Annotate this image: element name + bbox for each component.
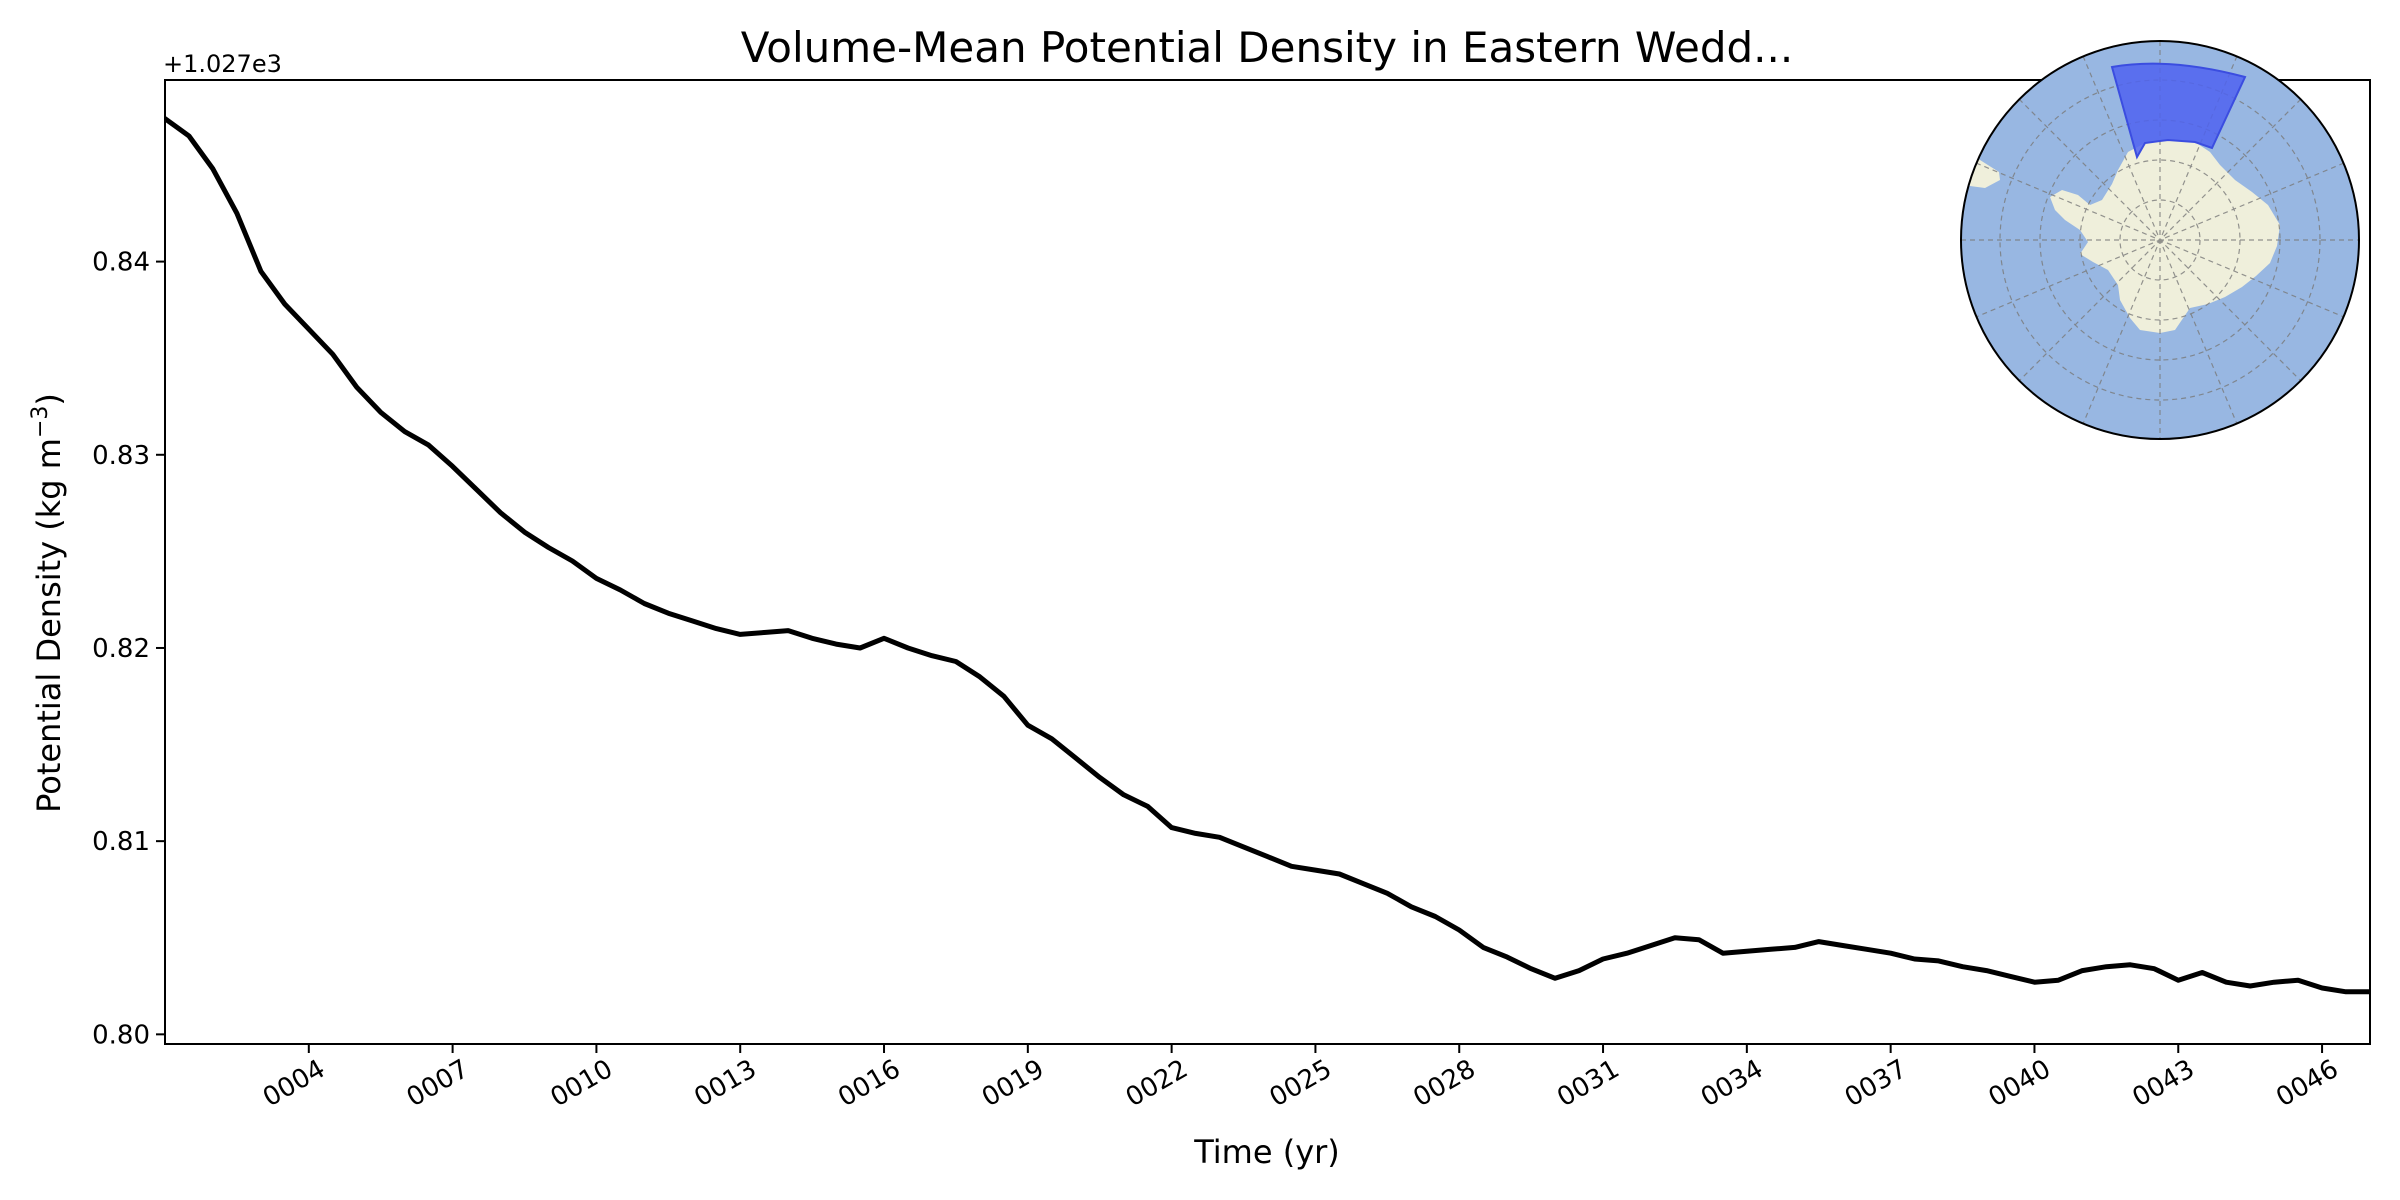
y-tick-label: 0.80 <box>92 1020 150 1050</box>
y-tick-label: 0.83 <box>92 441 150 471</box>
plot-frame <box>164 79 2371 1045</box>
inset-polar-map <box>1960 40 2360 440</box>
y-axis-label-close: ) <box>30 393 68 405</box>
chart-title: Volume-Mean Potential Density in Eastern… <box>741 23 1793 72</box>
y-tick-label: 0.81 <box>92 827 150 857</box>
x-axis-label: Time (yr) <box>1193 1133 1340 1171</box>
y-axis-label: Potential Density (kg m−3) <box>28 393 68 813</box>
y-offset-label: +1.027e3 <box>163 50 282 78</box>
y-axis-label-main: Potential Density (kg m <box>30 438 68 813</box>
inset-map-antarctica <box>2050 140 2280 333</box>
inset-map-graticule <box>1961 41 2359 439</box>
series-line <box>165 116 2370 995</box>
inset-map-border <box>1960 40 2360 440</box>
y-axis-label-superscript: −3 <box>28 406 53 438</box>
inset-map-region-eastern-weddell <box>2110 62 2247 160</box>
y-axis-ticks: 0.80 0.81 0.82 0.83 0.84 <box>92 248 165 1050</box>
y-tick-label: 0.84 <box>92 248 150 278</box>
y-tick-label: 0.82 <box>92 634 150 664</box>
